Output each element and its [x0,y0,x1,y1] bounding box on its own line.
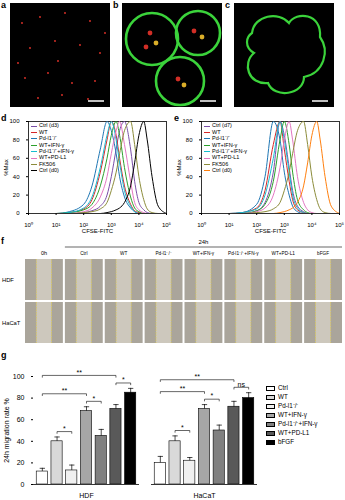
svg-text:40: 40 [13,174,20,180]
html-text:Ctrl (d3): Ctrl (d3) [39,122,59,129]
html-text:FK506: FK506 [212,160,229,167]
svg-text:*: * [92,395,95,402]
html-text:WT: WT [39,128,48,135]
svg-text:10⁴: 10⁴ [134,222,144,228]
svg-text:0: 0 [16,210,20,216]
svg-text:60: 60 [17,416,25,423]
svg-text:HDF: HDF [79,492,93,499]
html-text:d: d [1,113,7,123]
html-text:Ctrl: Ctrl [278,384,288,392]
svg-text:10⁴: 10⁴ [307,222,317,228]
html-text:f: f [1,236,4,246]
svg-text:0: 0 [21,481,25,488]
svg-text:60: 60 [13,155,20,161]
svg-text:HaCaT: HaCaT [2,320,21,326]
html-text:Ctrl (d7): Ctrl (d7) [212,122,232,129]
svg-text:80: 80 [13,137,20,143]
svg-text:10³: 10³ [280,221,289,228]
html-text:Pd-l1⁻/⁻+IFN-γ: Pd-l1⁻/⁻+IFN-γ [39,148,74,154]
svg-text:100: 100 [13,373,25,380]
svg-text:24h migration rate %: 24h migration rate % [3,398,11,463]
svg-text:**: ** [180,385,186,392]
svg-text:10⁵: 10⁵ [335,222,345,228]
html-text:WT+IFN-γ: WT+IFN-γ [212,141,238,148]
svg-text:80: 80 [17,394,25,401]
svg-text:bFGF: bFGF [317,251,329,256]
svg-text:100: 100 [182,118,193,124]
html-text:b: b [113,0,119,10]
svg-text:*: * [181,424,184,431]
svg-text:10⁰: 10⁰ [24,221,33,228]
html-text:Pd-l1⁻/⁻+IFN-γ: Pd-l1⁻/⁻+IFN-γ [212,148,247,154]
svg-text:20: 20 [186,192,193,198]
svg-text:60: 60 [186,155,193,161]
svg-text:*: * [122,376,125,383]
svg-text:0h: 0h [41,250,47,256]
svg-text:Ctrl: Ctrl [80,251,87,256]
svg-text:WT+IFN-γ: WT+IFN-γ [193,251,215,256]
html-text:WT: WT [278,393,288,401]
svg-text:*: * [210,392,213,399]
svg-text:10⁰: 10⁰ [197,221,206,228]
html-text:WT+PD-L1: WT+PD-L1 [212,154,240,161]
svg-text:HDF: HDF [2,277,14,283]
html-text:c: c [225,0,230,10]
svg-text:WT: WT [120,251,127,256]
svg-text:*: * [63,425,66,432]
svg-text:%Max: %Max [3,159,9,176]
svg-text:10¹: 10¹ [225,222,234,228]
svg-text:**: ** [194,373,200,380]
html-text:Ctrl (d0): Ctrl (d0) [212,167,232,174]
svg-text:10²: 10² [79,221,88,228]
svg-text:24h: 24h [198,239,208,245]
svg-text:CFSE-FITC: CFSE-FITC [82,228,114,234]
svg-text:40: 40 [17,438,25,445]
svg-text:0: 0 [189,210,193,216]
svg-text:40: 40 [186,174,193,180]
html-text:WT: WT [212,128,221,135]
svg-text:**: ** [76,369,82,376]
svg-text:HaCaT: HaCaT [193,492,216,499]
html-text:Pd-l1⁻/⁻: Pd-l1⁻/⁻ [212,135,231,142]
svg-text:Pd-l1⁻/⁻+IFN-γ: Pd-l1⁻/⁻+IFN-γ [228,251,259,256]
html-text:WT+IFN-γ: WT+IFN-γ [278,411,307,419]
svg-text:WT+PD-L1: WT+PD-L1 [272,251,296,256]
svg-text:**: ** [62,387,68,394]
html-text:WT+PD-L1: WT+PD-L1 [39,154,67,161]
svg-text:10²: 10² [252,221,261,228]
svg-text:CFSE-FITC: CFSE-FITC [255,228,287,234]
svg-text:100: 100 [9,118,20,124]
svg-text:10⁵: 10⁵ [162,222,172,228]
html-text:Pd-l1⁻/⁻: Pd-l1⁻/⁻ [278,402,299,410]
html-text:a: a [1,0,6,10]
svg-text:Pd-l1⁻/⁻: Pd-l1⁻/⁻ [155,251,171,256]
html-text:bFGF: bFGF [278,438,295,446]
html-text:FK506: FK506 [39,160,56,167]
svg-text:20: 20 [13,192,20,198]
html-text:e: e [174,113,179,123]
html-text:WT+IFN-γ: WT+IFN-γ [39,141,65,148]
svg-text:80: 80 [186,137,193,143]
svg-text:20: 20 [17,459,25,466]
html-text:g: g [1,350,7,360]
html-text:WT+PD-L1: WT+PD-L1 [278,429,310,437]
html-text:Pd-l1⁻/⁻: Pd-l1⁻/⁻ [39,135,58,142]
html-text:Ctrl (d0): Ctrl (d0) [39,167,59,174]
svg-text:ns: ns [238,381,246,388]
html-text:Pd-l1⁻/⁻+IFN-γ: Pd-l1⁻/⁻+IFN-γ [278,420,318,428]
svg-text:%Max: %Max [176,159,182,176]
svg-text:10³: 10³ [107,221,116,228]
svg-text:10¹: 10¹ [52,222,61,228]
